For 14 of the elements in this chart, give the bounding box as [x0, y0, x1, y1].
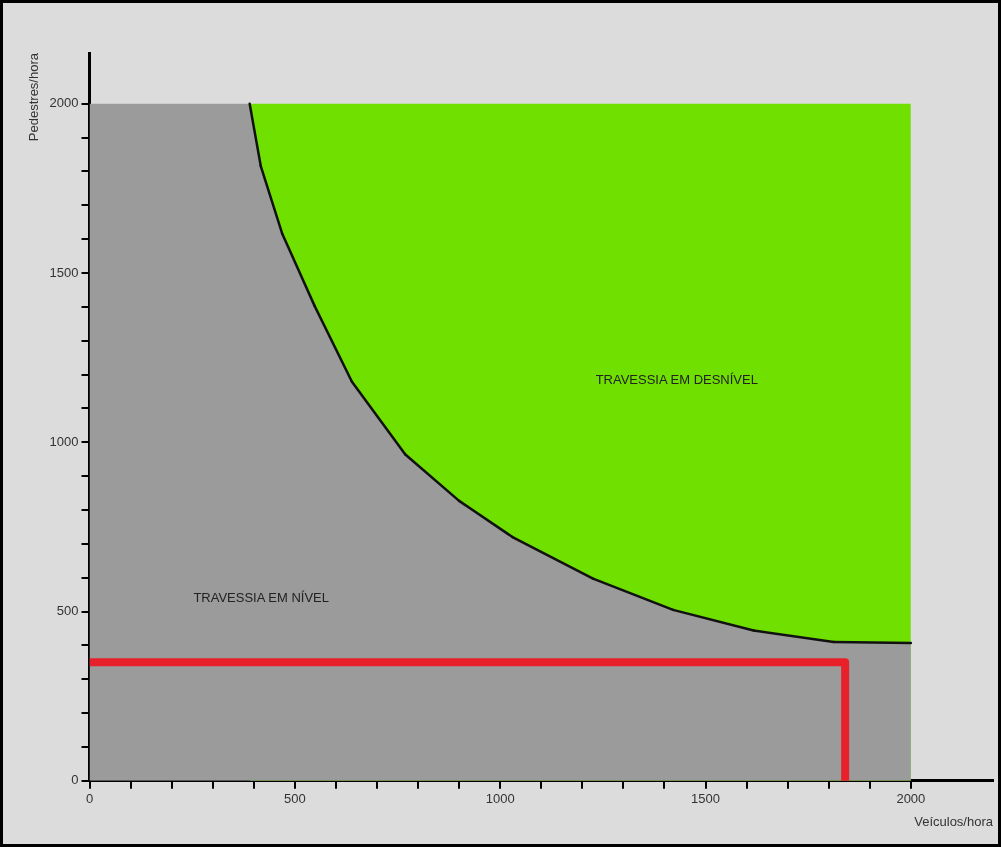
y-tick-label: 1500: [49, 264, 79, 280]
x-tick-label: 0: [85, 791, 94, 807]
annotation: TRAVESSIA EM NÍVEL: [193, 590, 329, 606]
y-axis-title: Pedestres/hora: [26, 52, 42, 142]
x-tick-label: 1000: [485, 791, 515, 807]
x-tick-label: 500: [284, 791, 306, 807]
annotation: TRAVESSIA EM DESNÍVEL: [595, 372, 758, 388]
x-axis-title: Veículos/hora: [914, 813, 994, 829]
y-tick-label: 1000: [49, 433, 79, 449]
y-tick-label: 0: [71, 772, 79, 788]
x-tick-label: 2000: [896, 791, 926, 807]
x-tick-label: 1500: [691, 791, 720, 807]
y-tick-label: 500: [56, 603, 79, 619]
y-tick-label: 2000: [49, 95, 79, 111]
